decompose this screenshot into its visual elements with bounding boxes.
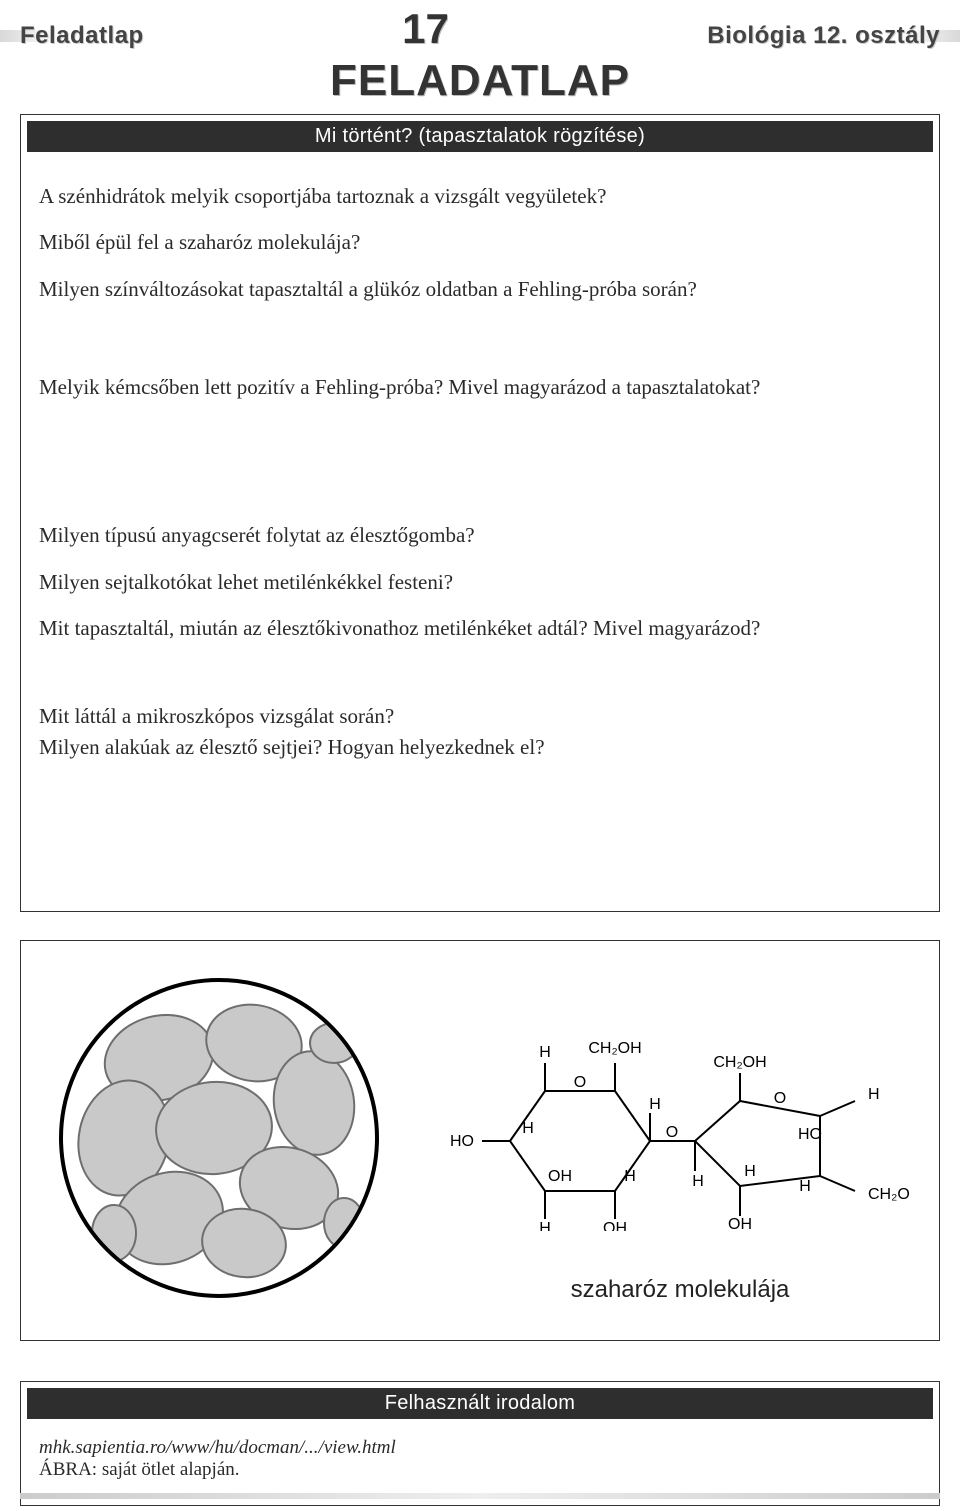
label-o: O: [574, 1074, 586, 1091]
header-right: Biológia 12. osztály: [707, 22, 940, 50]
questions-body: A szénhidrátok melyik csoportjába tartoz…: [21, 158, 939, 911]
question-3: Milyen színváltozásokat tapasztaltál a g…: [39, 275, 921, 303]
page-title: FELADATLAP: [0, 56, 960, 106]
header-page-number: 17: [402, 8, 449, 50]
molecule-caption: szaharóz molekulája: [439, 1276, 921, 1304]
question-9: Milyen alakúak az élesztő sejtjei? Hogya…: [39, 733, 921, 761]
label-h: H: [624, 1168, 636, 1185]
label-ch2oh: CH₂OH: [868, 1186, 910, 1203]
label-oh: OH: [548, 1168, 572, 1185]
footer-rule: [20, 1493, 940, 1499]
label-h: H: [522, 1120, 534, 1137]
label-ho: HO: [450, 1133, 474, 1150]
question-2: Miből épül fel a szaharóz molekulája?: [39, 228, 921, 256]
section-bar-references: Felhasznált irodalom: [27, 1388, 933, 1419]
header-left: Feladatlap: [20, 22, 144, 50]
questions-panel: Mi történt? (tapasztalatok rögzítése) A …: [20, 114, 940, 912]
label-h: H: [649, 1096, 661, 1113]
microscope-view: [39, 973, 399, 1303]
question-7: Mit tapasztaltál, miután az élesztőkivon…: [39, 614, 921, 642]
reference-url: mhk.sapientia.ro/www/hu/docman/.../view.…: [39, 1437, 921, 1459]
question-4: Melyik kémcsőben lett pozitív a Fehling-…: [39, 373, 921, 401]
yeast-cells-icon: [54, 973, 384, 1303]
section-bar-observations: Mi történt? (tapasztalatok rögzítése): [27, 121, 933, 152]
label-h: H: [539, 1220, 551, 1231]
page-header: Feladatlap 17 Biológia 12. osztály: [0, 0, 960, 50]
sucrose-molecule-icon: CH₂OH H HO H OH H O H OH H O CH₂OH O H C…: [450, 1021, 910, 1231]
label-h: H: [692, 1173, 704, 1190]
label-h: H: [799, 1178, 811, 1195]
label-oh: OH: [603, 1220, 627, 1231]
references-panel: Felhasznált irodalom mhk.sapientia.ro/ww…: [20, 1381, 940, 1506]
question-6: Milyen sejtalkotókat lehet metilénkékkel…: [39, 568, 921, 596]
label-h: H: [868, 1086, 880, 1103]
label-ch2oh: CH₂OH: [713, 1054, 766, 1071]
label-ho: HO: [798, 1126, 822, 1143]
label-ch2oh: CH₂OH: [588, 1040, 641, 1057]
molecule-diagram: CH₂OH H HO H OH H O H OH H O CH₂OH O H C…: [439, 1021, 921, 1304]
figure-panel: CH₂OH H HO H OH H O H OH H O CH₂OH O H C…: [20, 940, 940, 1341]
label-o: O: [666, 1124, 678, 1141]
question-1: A szénhidrátok melyik csoportjába tartoz…: [39, 182, 921, 210]
question-8: Mit láttál a mikroszkópos vizsgálat sorá…: [39, 702, 921, 730]
reference-note: ÁBRA: saját ötlet alapján.: [39, 1459, 921, 1481]
label-oh: OH: [728, 1216, 752, 1231]
label-o: O: [774, 1090, 786, 1107]
label-h: H: [744, 1163, 756, 1180]
question-5: Milyen típusú anyagcserét folytat az éle…: [39, 521, 921, 549]
label-h: H: [539, 1044, 551, 1061]
